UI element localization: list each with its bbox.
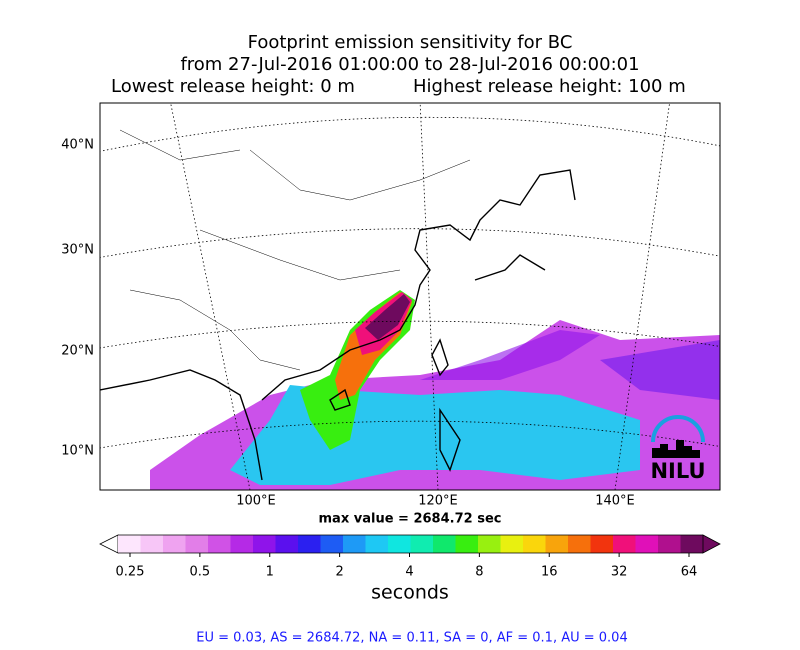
colorbar-swatch [680,535,704,553]
colorbar-swatch [253,535,276,553]
logo-text: NILU [650,459,705,483]
logo: NILU [650,415,706,483]
colorbar-tick-label: 16 [541,565,558,580]
colorbar-swatch [185,535,209,553]
colorbar-swatch [568,535,591,553]
colorbar-label: seconds [371,582,449,604]
colorbar-swatch [275,535,299,553]
colorbar-tick-label: 8 [475,565,483,580]
title: Footprint emission sensitivity for BC [248,32,573,53]
colorbar-swatch [118,535,141,553]
colorbar-swatch [613,535,636,553]
lon-label: 100°E [236,494,276,509]
footer: EU = 0.03, AS = 2684.72, NA = 0.11, SA =… [196,631,627,646]
colorbar-swatch [500,535,524,553]
colorbar-swatch [230,535,254,553]
plume [150,290,720,490]
max-value: max value = 2684.72 sec [319,512,502,527]
colorbar-swatch [433,535,456,553]
colorbar-tick-label: 32 [611,565,628,580]
period: from 27-Jul-2016 01:00:00 to 28-Jul-2016… [180,54,639,75]
colorbar-swatch [208,535,231,553]
colorbar-extend-high [702,534,721,554]
colorbar-swatch [658,535,681,553]
colorbar-swatch [365,535,389,553]
colorbar-swatch [455,535,479,553]
lat-label: 40°N [61,138,94,153]
colorbar-tick-label: 0.5 [190,565,211,580]
colorbar-tick-label: 4 [405,565,413,580]
colorbar-tick-label: 64 [681,565,698,580]
colorbar-swatch [410,535,434,553]
colorbar-extend-low [99,534,119,554]
colorbar-swatch [635,535,659,553]
colorbar-tick-label: 2 [335,565,343,580]
lat-label: 30°N [61,243,94,258]
colorbar-swatch [320,535,344,553]
highest-height: Highest release height: 100 m [413,76,686,97]
colorbar-swatch [388,535,411,553]
lowest-height: Lowest release height: 0 m [111,76,355,97]
colorbar-tick-label: 0.25 [116,565,145,580]
colorbar-swatch [545,535,569,553]
colorbar-tick-label: 1 [266,565,274,580]
map-frame [99,102,721,491]
lon-label: 120°E [418,494,458,509]
map [100,103,720,490]
colorbar-swatch [590,535,614,553]
colorbar-swatch [298,535,321,553]
colorbar-swatch [140,535,164,553]
colorbar-swatch [523,535,546,553]
lon-label: 140°E [595,494,635,509]
lat-label: 20°N [61,344,94,359]
colorbar-swatch [343,535,366,553]
colorbar-swatch [163,535,186,553]
colorbar-frame [118,534,703,554]
colorbar-swatch [478,535,501,553]
lat-label: 10°N [61,444,94,459]
